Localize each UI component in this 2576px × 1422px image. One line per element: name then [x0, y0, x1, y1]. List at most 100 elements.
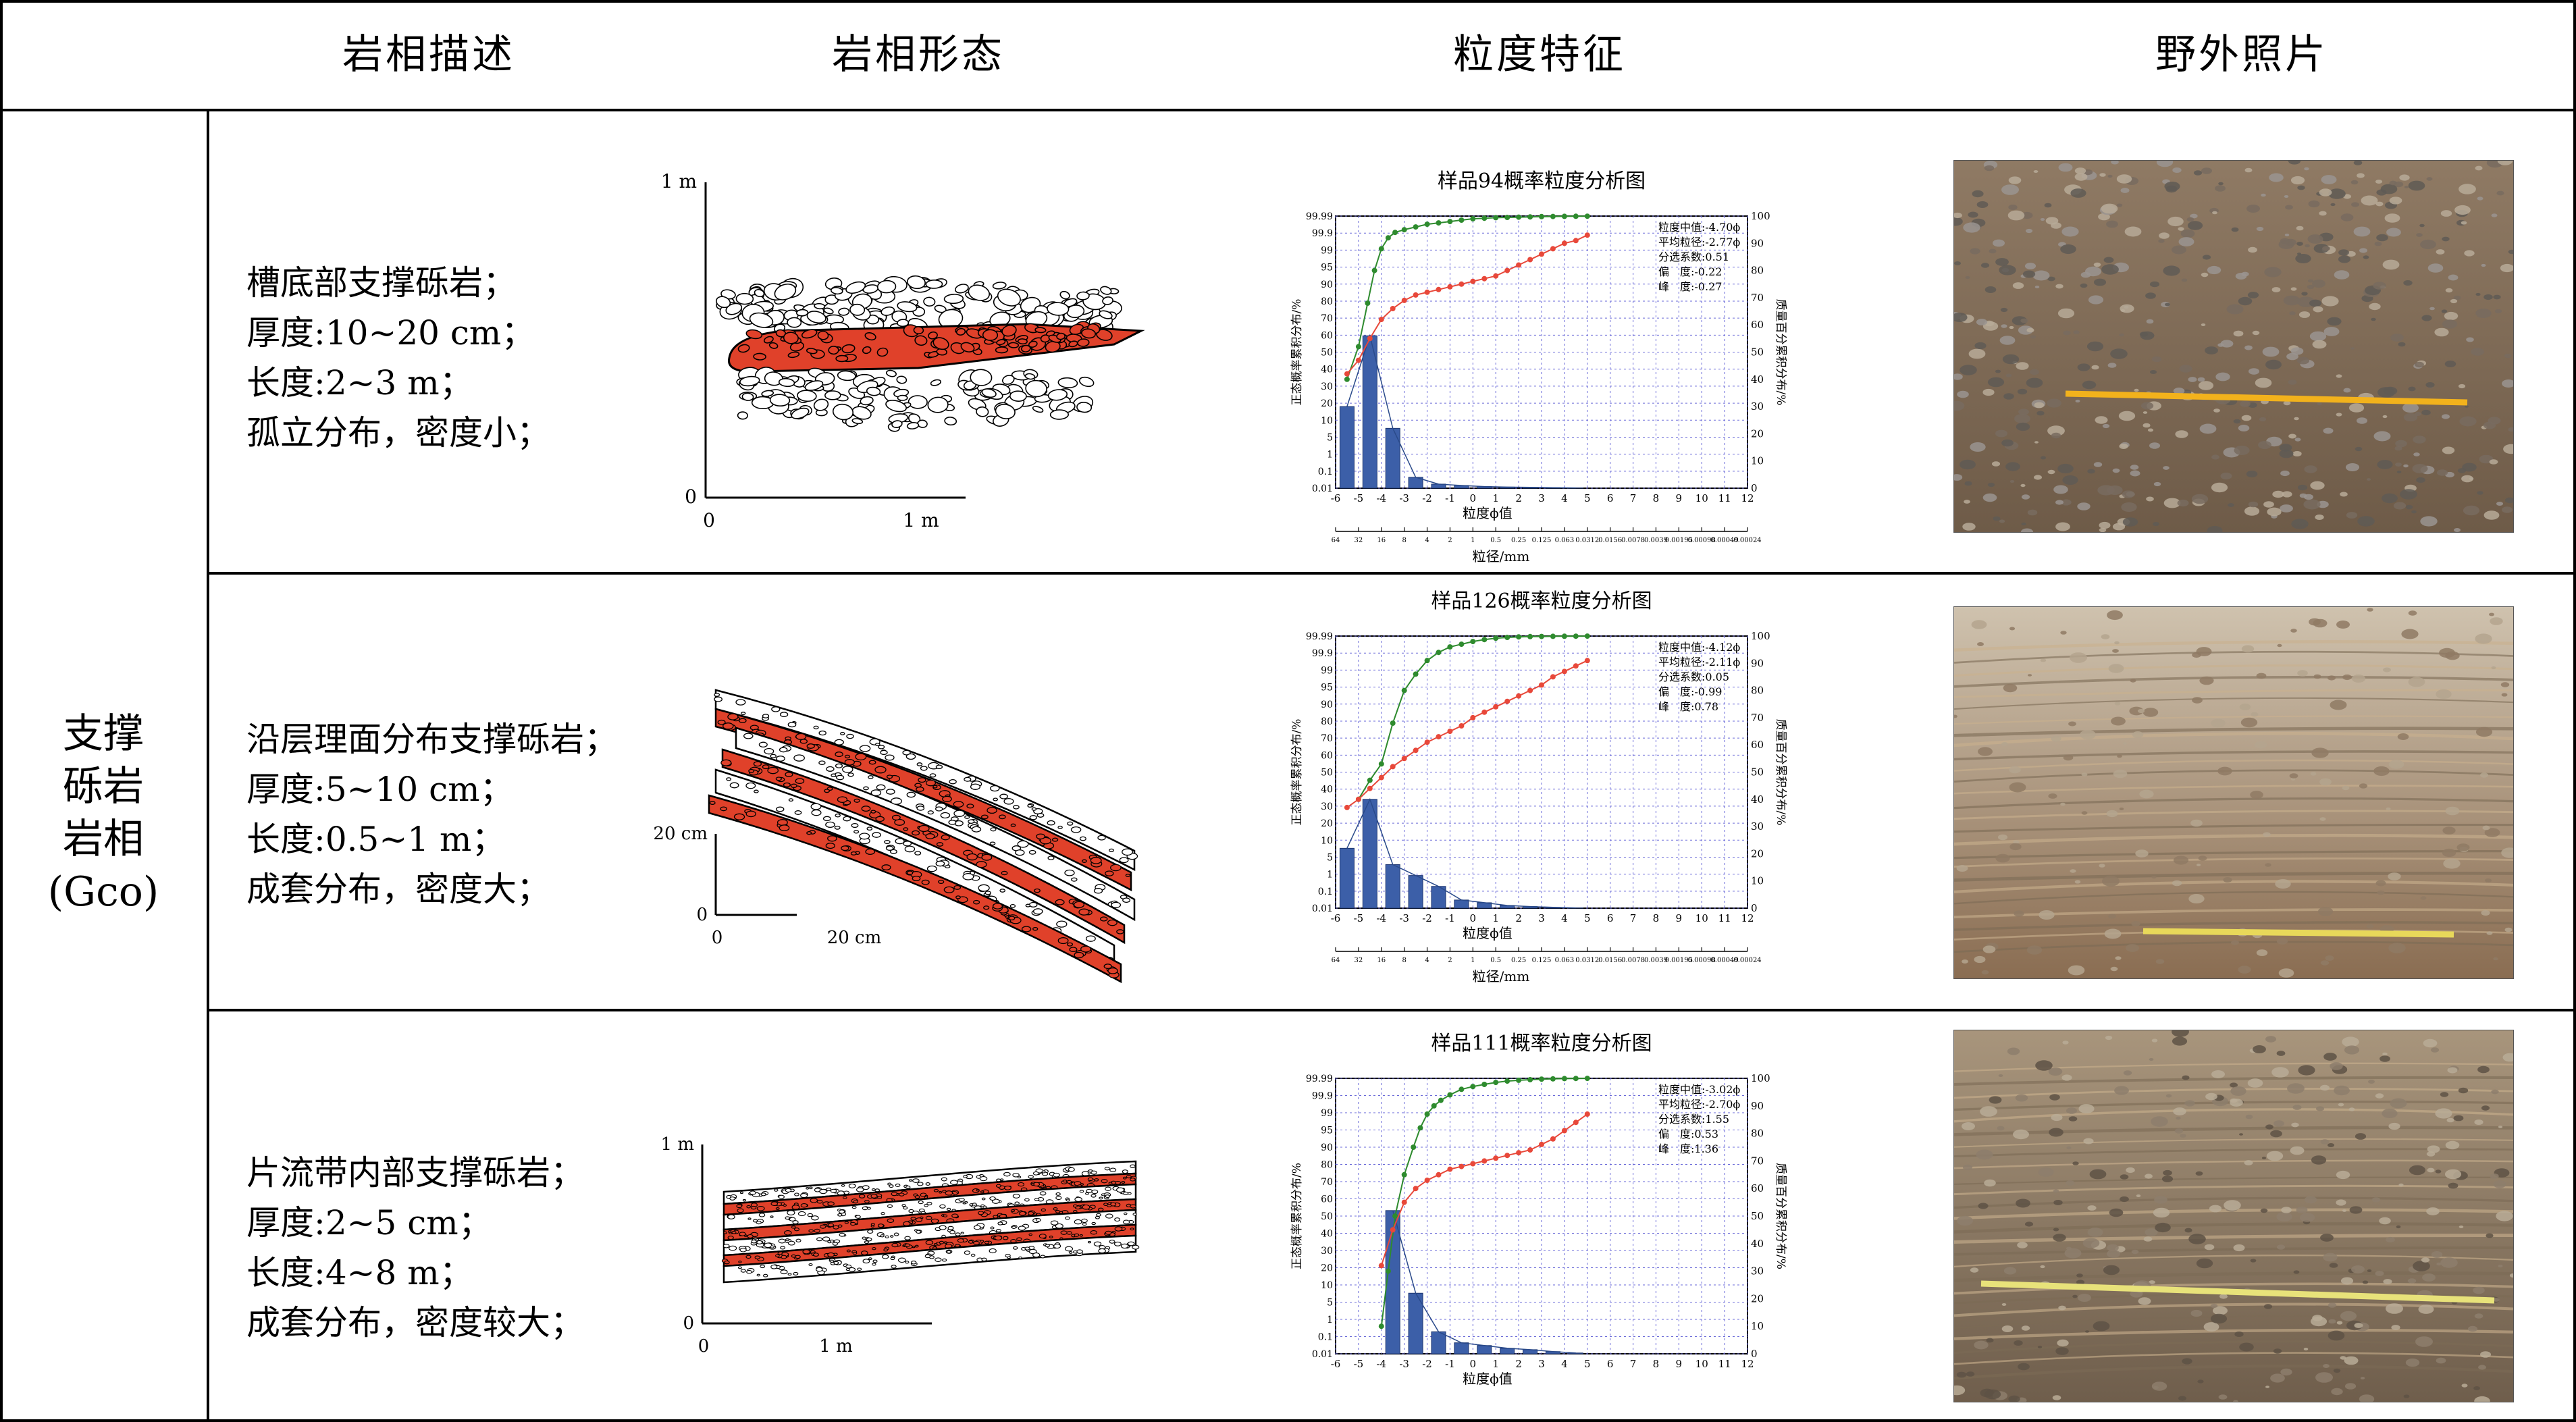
pebble	[2266, 1151, 2284, 1161]
pebble	[2323, 327, 2340, 336]
gravel-clast	[1010, 823, 1016, 827]
pebble	[2025, 228, 2033, 234]
pebble	[2290, 347, 2304, 355]
pebble	[2153, 481, 2161, 487]
histogram-bar	[1339, 847, 1355, 909]
pebble	[2486, 1233, 2494, 1238]
gravel-clast	[868, 1257, 872, 1261]
pebble	[2420, 239, 2436, 250]
gravel-clast	[864, 1199, 870, 1204]
pebble	[2034, 475, 2042, 480]
pebble	[2415, 361, 2424, 368]
x-tick-label: -2	[1422, 492, 1432, 504]
gravel-clast	[846, 733, 854, 739]
pebble	[2342, 1036, 2359, 1047]
pebble	[2190, 819, 2203, 827]
gravel-clast	[915, 1217, 923, 1222]
cross-bed	[708, 794, 1122, 984]
gravel-clast	[882, 1254, 889, 1259]
pebble	[2009, 766, 2021, 774]
gravel-clast	[808, 1229, 814, 1233]
x-tick-label: 8	[1653, 492, 1660, 504]
stat-line: 偏 度:0.53	[1658, 1128, 1718, 1140]
pebble	[2440, 210, 2452, 217]
pebble	[1986, 1338, 1994, 1343]
x-tick-label: 10	[1696, 1358, 1708, 1370]
pebble	[2199, 423, 2217, 434]
gravel-clast	[908, 1179, 913, 1182]
curve-point	[1493, 1155, 1499, 1161]
measuring-tape	[2143, 928, 2454, 938]
chart-title: 样品94概率粒度分析图	[1438, 169, 1646, 193]
gravel-clast	[790, 783, 797, 789]
pebble	[1993, 239, 2005, 247]
pebble	[2037, 1346, 2043, 1348]
y-right-tick-label: 90	[1751, 1100, 1764, 1112]
curve-point	[1411, 1144, 1417, 1150]
pebble	[2159, 232, 2170, 239]
pebble	[2482, 825, 2490, 831]
gravel-clast	[872, 1263, 876, 1266]
pebble	[2207, 265, 2222, 275]
gravel-clast	[1007, 342, 1020, 348]
bedding-line	[1954, 1234, 2513, 1244]
gravel-clast	[1078, 376, 1095, 388]
pebble	[2269, 173, 2284, 182]
pebble	[2291, 519, 2309, 529]
pebble	[2448, 274, 2459, 281]
y-right-axis-label: 质量百分累积分布/%	[1774, 1163, 1787, 1269]
curve-point	[1470, 639, 1476, 645]
pebble	[2310, 481, 2325, 490]
pebble	[2440, 1257, 2458, 1268]
gravel-clast	[1072, 1204, 1078, 1208]
gravel-clast	[797, 390, 817, 402]
cumulative-curve	[1346, 215, 1587, 380]
pebble	[2053, 1200, 2063, 1205]
pebble	[2239, 1133, 2243, 1136]
pebble	[2213, 1306, 2228, 1315]
pebble	[2048, 793, 2057, 799]
gravel-clast	[880, 306, 895, 316]
gravel-clast	[971, 826, 982, 833]
gravel-clast	[1107, 967, 1118, 974]
gravel-clast	[964, 1250, 971, 1255]
pebble	[2496, 502, 2504, 506]
stat-line: 平均粒径:-2.11ϕ	[1658, 656, 1740, 668]
gravel-clast	[890, 1257, 895, 1261]
gravel-clast	[1105, 870, 1114, 876]
mm-tick-label: 0.0078	[1621, 957, 1645, 964]
gravel-clast	[982, 329, 999, 341]
pebble	[2201, 272, 2209, 278]
gravel-clast	[1125, 873, 1131, 877]
gravel-clast	[841, 344, 856, 354]
gravel-clast	[1101, 1193, 1105, 1196]
pebble	[2201, 167, 2212, 174]
pebble	[2070, 869, 2076, 873]
pebble	[2066, 1146, 2072, 1150]
y-right-tick-label: 100	[1751, 630, 1770, 642]
gravel-clast	[1132, 1244, 1140, 1250]
bedding-line	[1954, 1138, 2513, 1148]
gravel-clast	[791, 1226, 796, 1229]
gravel-clast	[877, 1223, 885, 1228]
pebble	[1997, 834, 2008, 841]
gravel-clast	[795, 1238, 801, 1242]
row2-axis-x-end: 20 cm	[827, 928, 882, 948]
pebble	[2140, 331, 2155, 340]
gravel-clast	[1001, 870, 1008, 876]
gravel-clast	[739, 375, 760, 387]
y-left-tick-label: 95	[1321, 683, 1333, 693]
curve-point	[1424, 1178, 1430, 1183]
pebble	[2034, 441, 2039, 444]
gravel-clast	[942, 795, 952, 802]
y-left-tick-label: 60	[1321, 750, 1333, 761]
gravel-clast	[830, 1188, 837, 1193]
pebble	[2275, 879, 2291, 889]
gravel-clast	[725, 302, 743, 315]
pebble	[2323, 427, 2334, 434]
pebble	[1984, 165, 1995, 172]
pebble	[2055, 1347, 2069, 1355]
pebble	[2317, 907, 2334, 916]
y-left-axis-label: 正态概率累积分布/%	[1290, 719, 1304, 826]
gravel-clast	[729, 1196, 736, 1201]
